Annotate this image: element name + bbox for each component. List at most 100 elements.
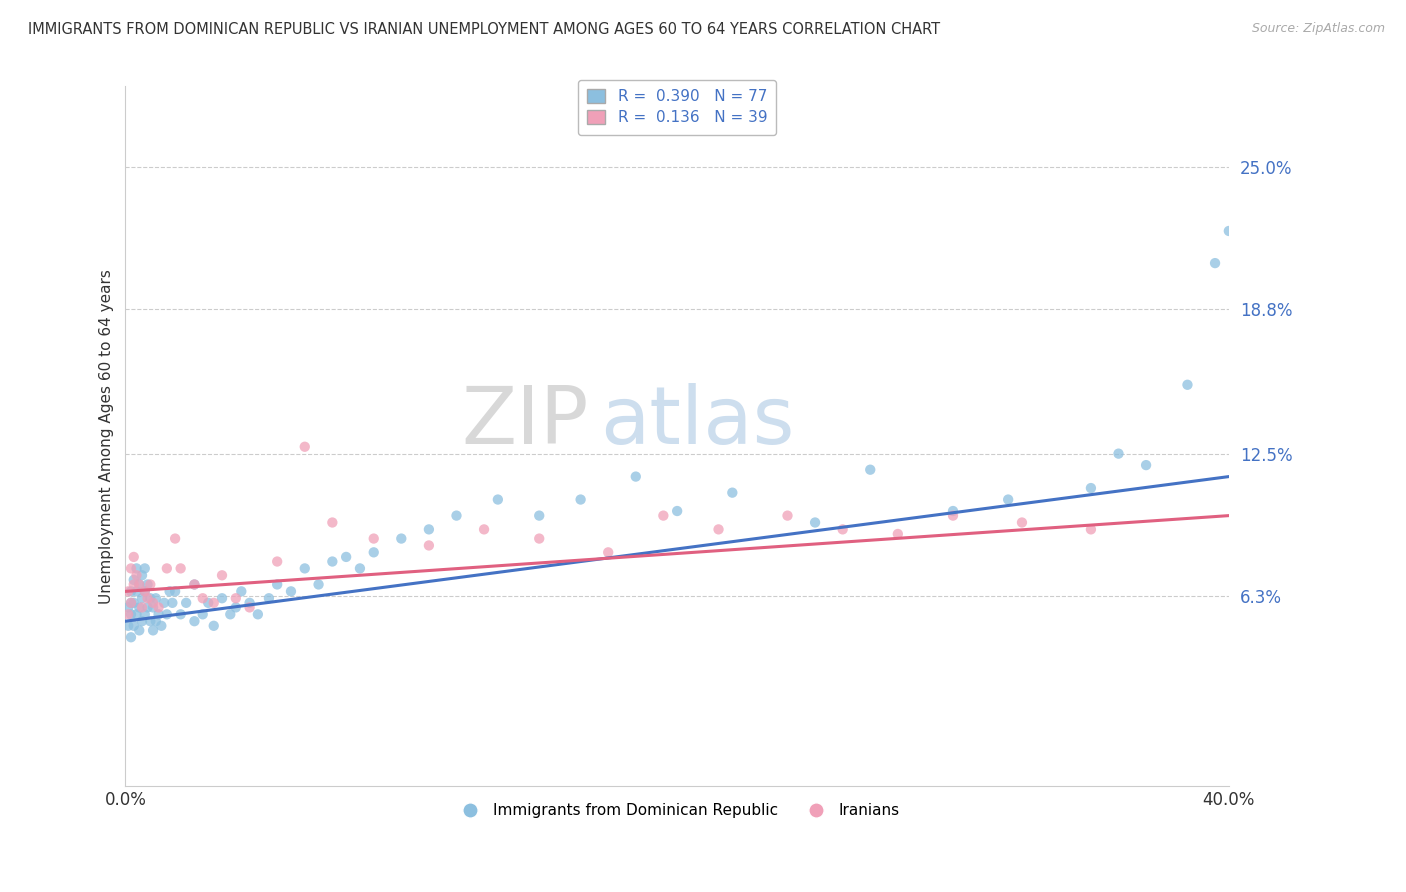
Point [997, 492, 1019, 507]
Point [139, 614, 162, 628]
Point [122, 549, 145, 564]
Text: ZIP: ZIP [461, 384, 589, 461]
Point [321, 516, 343, 530]
Point [1204, 256, 1226, 270]
Point [486, 492, 509, 507]
Point [156, 607, 179, 622]
Point [321, 555, 343, 569]
Point [134, 584, 156, 599]
Point [120, 607, 142, 622]
Point [120, 584, 142, 599]
Point [125, 561, 148, 575]
Point [128, 577, 150, 591]
Point [942, 508, 965, 523]
Point [707, 522, 730, 536]
Point [142, 624, 165, 638]
Point [131, 568, 153, 582]
Point [266, 577, 288, 591]
Point [211, 591, 233, 606]
Point [148, 607, 170, 622]
Point [335, 549, 357, 564]
Point [183, 577, 205, 591]
Point [145, 614, 167, 628]
Point [1177, 377, 1199, 392]
Point [139, 591, 162, 606]
Point [652, 508, 675, 523]
Y-axis label: Unemployment Among Ages 60 to 64 years: Unemployment Among Ages 60 to 64 years [100, 269, 114, 604]
Point [363, 532, 385, 546]
Point [125, 584, 148, 599]
Point [191, 607, 214, 622]
Point [120, 630, 142, 644]
Text: atlas: atlas [600, 384, 794, 461]
Point [165, 584, 187, 599]
Point [183, 614, 205, 628]
Point [1135, 458, 1157, 472]
Point [569, 492, 592, 507]
Point [239, 600, 262, 615]
Point [529, 508, 551, 523]
Point [363, 545, 385, 559]
Point [1218, 224, 1240, 238]
Point [134, 561, 156, 575]
Point [159, 584, 181, 599]
Point [776, 508, 799, 523]
Point [122, 577, 145, 591]
Point [165, 532, 187, 546]
Point [257, 591, 280, 606]
Point [120, 561, 142, 575]
Point [131, 600, 153, 615]
Point [446, 508, 468, 523]
Point [117, 619, 139, 633]
Point [721, 485, 744, 500]
Point [117, 584, 139, 599]
Point [831, 522, 853, 536]
Point [294, 561, 316, 575]
Point [136, 577, 159, 591]
Point [125, 568, 148, 582]
Point [122, 573, 145, 587]
Point [148, 600, 170, 615]
Point [389, 532, 412, 546]
Point [280, 584, 302, 599]
Point [859, 463, 882, 477]
Point [1080, 481, 1102, 495]
Point [191, 591, 214, 606]
Point [472, 522, 495, 536]
Point [122, 619, 145, 633]
Point [246, 607, 269, 622]
Point [349, 561, 371, 575]
Point [120, 596, 142, 610]
Point [150, 619, 173, 633]
Point [266, 555, 288, 569]
Point [294, 440, 316, 454]
Point [219, 607, 242, 622]
Point [142, 600, 165, 615]
Point [225, 600, 247, 615]
Point [128, 577, 150, 591]
Point [142, 596, 165, 610]
Point [128, 600, 150, 615]
Point [211, 568, 233, 582]
Legend: Immigrants from Dominican Republic, Iranians: Immigrants from Dominican Republic, Iran… [449, 797, 905, 824]
Point [418, 538, 440, 552]
Point [804, 516, 827, 530]
Point [117, 600, 139, 615]
Point [1108, 447, 1130, 461]
Point [942, 504, 965, 518]
Point [162, 596, 184, 610]
Point [134, 607, 156, 622]
Point [174, 596, 197, 610]
Point [308, 577, 330, 591]
Point [125, 607, 148, 622]
Point [153, 596, 176, 610]
Point [418, 522, 440, 536]
Point [131, 614, 153, 628]
Point [1080, 522, 1102, 536]
Point [1011, 516, 1033, 530]
Point [239, 596, 262, 610]
Point [887, 527, 910, 541]
Point [202, 596, 225, 610]
Point [117, 607, 139, 622]
Point [122, 596, 145, 610]
